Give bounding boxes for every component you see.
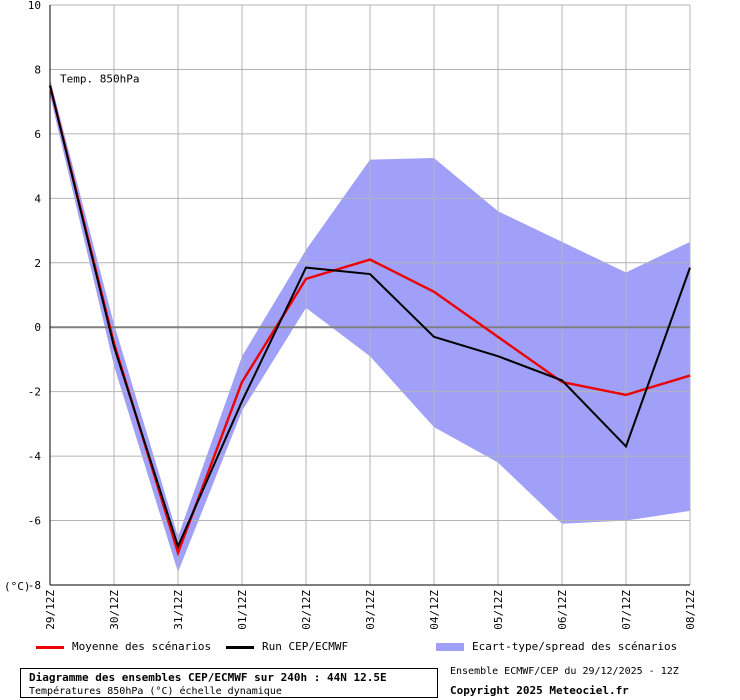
legend-run-swatch: [226, 645, 254, 649]
y-tick-label: 6: [34, 128, 41, 141]
x-tick-label: 02/12Z: [300, 590, 313, 630]
footer-title: Diagramme des ensembles CEP/ECMWF sur 24…: [29, 671, 387, 684]
y-axis-unit: (°C): [4, 580, 31, 593]
plot-label: Temp. 850hPa: [60, 73, 139, 86]
legend-mean-label: Moyenne des scénarios: [72, 640, 212, 653]
x-tick-label: 07/12Z: [620, 590, 633, 630]
ensemble-chart: -8 -6 -4 -2 0 2 4 6 8 10 (°C) 29/12Z 30/12Z 31/12Z 01/…: [4, 0, 697, 630]
y-tick-label: -8: [28, 579, 41, 592]
x-tick-label: 04/12Z: [428, 590, 441, 630]
y-tick-label: -2: [28, 386, 41, 399]
x-tick-label: 01/12Z: [236, 590, 249, 630]
footer-title-box: Diagramme des ensembles CEP/ECMWF sur 24…: [20, 668, 438, 698]
x-tick-label: 05/12Z: [492, 590, 505, 630]
footer-run-info: Ensemble ECMWF/CEP du 29/12/2025 - 12Z: [450, 666, 679, 677]
legend-mean-swatch: [36, 645, 64, 649]
y-tick-label: 8: [34, 63, 41, 76]
footer-subtitle: Températures 850hPa (°C) échelle dynamiq…: [29, 686, 282, 697]
legend-run: Run CEP/ECMWF: [226, 640, 348, 653]
y-tick-label: -6: [28, 515, 41, 528]
legend-spread-label: Ecart-type/spread des scénarios: [472, 640, 678, 653]
legend-run-label: Run CEP/ECMWF: [262, 640, 349, 653]
x-tick-label: 03/12Z: [364, 590, 377, 630]
legend-spread: Ecart-type/spread des scénarios: [436, 640, 677, 653]
y-tick-label: 2: [34, 257, 41, 270]
footer-copyright: Copyright 2025 Meteociel.fr: [450, 684, 629, 697]
x-tick-label: 31/12Z: [172, 590, 185, 630]
y-tick-label: 10: [28, 0, 41, 12]
x-tick-label: 30/12Z: [108, 590, 121, 630]
y-tick-label: -4: [28, 450, 42, 463]
legend-spread-swatch: [436, 643, 464, 651]
run-series-line: [49, 85, 691, 550]
x-tick-label: 06/12Z: [556, 590, 569, 630]
x-tick-label: 08/12Z: [684, 590, 697, 630]
x-tick-label: 29/12Z: [44, 590, 57, 630]
y-tick-label: 4: [34, 192, 41, 205]
y-tick-label: 0: [34, 321, 41, 334]
legend-mean: Moyenne des scénarios: [36, 640, 211, 653]
